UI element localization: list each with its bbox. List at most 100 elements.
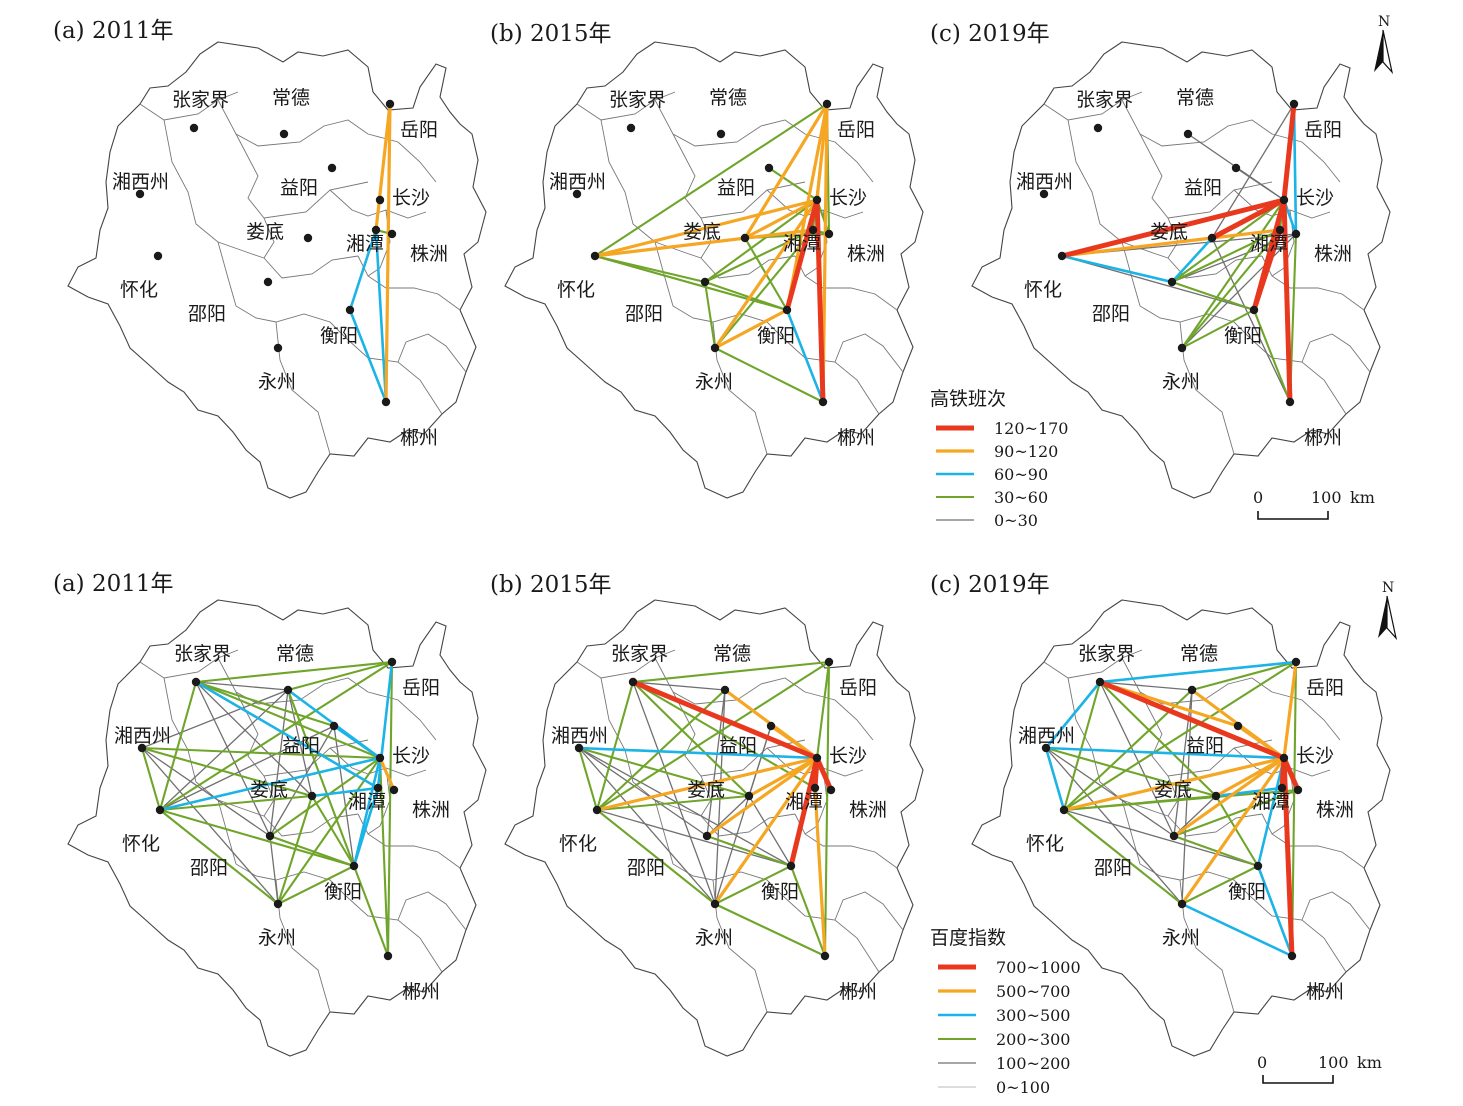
city-boundary bbox=[357, 255, 461, 311]
city-label-cz: 郴州 bbox=[837, 427, 875, 449]
city-node-zz bbox=[387, 229, 397, 239]
link-sy-cs bbox=[1172, 756, 1286, 838]
link-cs-zz bbox=[814, 755, 834, 793]
link-xt-cz bbox=[813, 786, 827, 958]
link-zjj-sy bbox=[1099, 681, 1175, 837]
city-boundary bbox=[794, 255, 898, 311]
city-boundary bbox=[576, 91, 676, 121]
city-nodes bbox=[574, 657, 836, 961]
link-hy-cz bbox=[352, 864, 390, 958]
link-cd-yy bbox=[1190, 660, 1298, 692]
city-label-cz: 郴州 bbox=[1304, 427, 1342, 449]
city-node-xt bbox=[1275, 225, 1285, 235]
city-label-cd: 常德 bbox=[1176, 87, 1214, 109]
legend-title: 百度指数 bbox=[930, 927, 1006, 949]
link-yy-zz bbox=[1292, 102, 1298, 236]
link-ld-cs bbox=[1209, 197, 1287, 241]
panel-title: (a) 2011年 bbox=[53, 18, 174, 44]
city-label-cz: 郴州 bbox=[1306, 981, 1344, 1003]
link-xx-sy bbox=[141, 747, 271, 837]
city-node-zjj bbox=[1093, 123, 1103, 133]
city-label-cs: 长沙 bbox=[392, 187, 430, 209]
city-node-yz bbox=[273, 343, 283, 353]
city-label-cd: 常德 bbox=[1180, 643, 1218, 665]
city-label-cs: 长沙 bbox=[392, 745, 430, 767]
link-cs-zz bbox=[378, 756, 396, 792]
city-label-yz: 永州 bbox=[258, 927, 296, 949]
link-hh-yz bbox=[595, 808, 717, 906]
city-node-yy bbox=[1289, 99, 1299, 109]
city-label-xx: 湘西州 bbox=[1018, 725, 1075, 747]
city-node-hh bbox=[590, 251, 600, 261]
city-label-yy: 岳阳 bbox=[1306, 677, 1344, 699]
north-arrow-icon: N bbox=[1378, 580, 1398, 641]
city-node-xt bbox=[1277, 783, 1287, 793]
city-node-ld bbox=[307, 791, 317, 801]
city-node-sy bbox=[1169, 831, 1179, 841]
link-hy-cz bbox=[785, 308, 825, 404]
svg-text:N: N bbox=[1382, 580, 1394, 596]
city-boundary bbox=[397, 891, 467, 931]
link-yy-xt bbox=[374, 102, 392, 232]
city-node-cz bbox=[1287, 951, 1297, 961]
link-yy-xt bbox=[376, 660, 394, 790]
city-node-ld bbox=[740, 233, 750, 243]
link-ld-cs bbox=[743, 198, 819, 240]
link-sy-yz bbox=[269, 835, 279, 905]
city-node-cs bbox=[1279, 753, 1289, 763]
city-label-yy: 岳阳 bbox=[400, 119, 438, 141]
city-label-xt: 湘潭 bbox=[346, 233, 384, 255]
city-label-hy: 衡阳 bbox=[761, 881, 799, 903]
link-yz-cs bbox=[713, 756, 819, 906]
legend-high-speed-rail: 高铁班次 120~170 90~120 60~90 30~60 0~30 bbox=[930, 388, 1068, 530]
city-node-zz bbox=[824, 229, 834, 239]
link-ld-hy bbox=[310, 794, 356, 868]
city-node-ld bbox=[744, 791, 754, 801]
city-node-zz bbox=[1293, 785, 1303, 795]
city-node-cd bbox=[1183, 129, 1193, 139]
city-node-ld bbox=[303, 233, 313, 243]
link-hh-sy bbox=[1060, 254, 1174, 284]
link-yz-hy bbox=[276, 864, 356, 906]
svg-text:0: 0 bbox=[1253, 488, 1263, 507]
link-yiy-cs bbox=[1235, 167, 1285, 201]
city-label-hy: 衡阳 bbox=[1224, 325, 1262, 347]
city-boundary bbox=[1301, 333, 1371, 373]
city-label-sy: 邵阳 bbox=[627, 857, 665, 879]
city-node-sy bbox=[700, 277, 710, 287]
city-node-yy bbox=[387, 657, 397, 667]
city-boundary bbox=[1301, 891, 1371, 931]
link-yiy-hy bbox=[333, 725, 355, 867]
link-sy-cs bbox=[1170, 198, 1286, 284]
city-node-yz bbox=[1177, 899, 1187, 909]
city-node-yz bbox=[273, 899, 283, 909]
link-xx-ld bbox=[1044, 746, 1218, 798]
city-label-yiy: 益阳 bbox=[717, 177, 755, 199]
link-hh-yy bbox=[593, 102, 829, 258]
link-yy-cz bbox=[1290, 660, 1298, 958]
city-label-zjj: 张家界 bbox=[1078, 643, 1135, 665]
city-label-zjj: 张家界 bbox=[1076, 89, 1133, 111]
link-sy-cs bbox=[703, 198, 819, 284]
link-hy-cz bbox=[1256, 864, 1294, 958]
link-ld-xt bbox=[1214, 786, 1284, 798]
link-yz-cs bbox=[276, 756, 382, 906]
city-node-ld bbox=[1207, 233, 1217, 243]
city-label-xx: 湘西州 bbox=[114, 725, 171, 747]
city-label-cs: 长沙 bbox=[829, 187, 867, 209]
link-zjj-ld bbox=[195, 681, 313, 797]
city-boundary bbox=[794, 813, 898, 869]
city-node-ld bbox=[1211, 791, 1221, 801]
link-xx-ld bbox=[140, 746, 314, 798]
city-node-xt bbox=[371, 225, 381, 235]
city-nodes bbox=[1041, 657, 1303, 961]
link-ld-hy bbox=[1214, 794, 1260, 868]
city-node-cz bbox=[818, 397, 828, 407]
city-label-cz: 郴州 bbox=[839, 981, 877, 1003]
link-xx-hh bbox=[140, 746, 162, 812]
city-label-hy: 衡阳 bbox=[1228, 881, 1266, 903]
city-node-yiy bbox=[1233, 721, 1243, 731]
link-zjj-sy bbox=[195, 681, 271, 837]
city-node-cz bbox=[820, 951, 830, 961]
